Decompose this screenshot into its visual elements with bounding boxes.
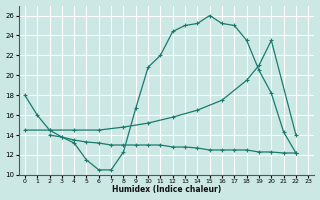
X-axis label: Humidex (Indice chaleur): Humidex (Indice chaleur) [112, 185, 221, 194]
